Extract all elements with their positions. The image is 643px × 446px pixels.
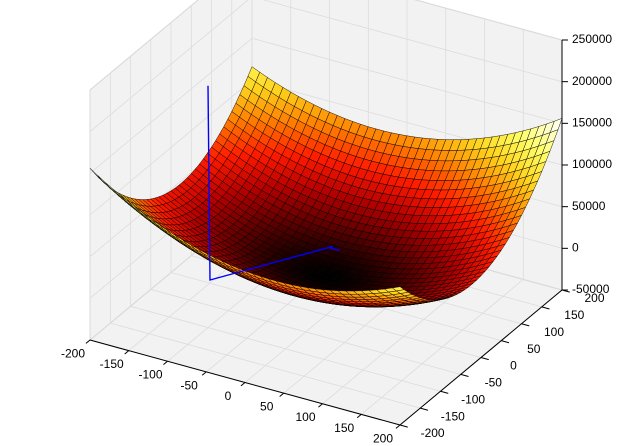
x-tick-mark xyxy=(240,382,246,387)
x-tick-label: -150 xyxy=(100,357,124,371)
y-tick-label: 100 xyxy=(544,325,564,339)
z-tick-label: -50000 xyxy=(572,282,610,296)
x-tick-label: 150 xyxy=(334,421,354,435)
z-tick-label: 250000 xyxy=(572,32,612,46)
y-tick-label: 50 xyxy=(527,342,541,356)
y-tick-label: -200 xyxy=(421,426,445,440)
y-tick-mark xyxy=(440,390,449,394)
y-tick-mark xyxy=(521,323,530,327)
descent-path-line xyxy=(207,85,340,281)
y-tick-mark xyxy=(460,373,469,377)
x-tick-mark xyxy=(163,360,168,366)
y-tick-label: -100 xyxy=(461,392,485,406)
z-tick-label: 200000 xyxy=(572,74,612,88)
y-tick-label: 0 xyxy=(510,359,517,373)
x-tick-label: -200 xyxy=(61,346,85,360)
z-tick-label: 50000 xyxy=(572,199,606,213)
x-tick-mark xyxy=(395,424,401,429)
surface-facet xyxy=(391,286,405,292)
x-tick-mark xyxy=(201,371,207,376)
axis-lines xyxy=(85,39,570,429)
y-tick-mark xyxy=(501,340,510,344)
y-tick-mark xyxy=(420,407,429,411)
y-tick-mark xyxy=(541,306,550,310)
x-tick-mark xyxy=(85,339,91,344)
y-tick-mark xyxy=(480,357,489,361)
x-tick-label: 200 xyxy=(373,431,393,445)
z-grid-line xyxy=(89,37,563,174)
x-tick-label: 0 xyxy=(225,389,232,403)
y-tick-label: 200 xyxy=(584,291,604,305)
x-tick-label: -50 xyxy=(181,378,199,392)
z-grid-line xyxy=(89,0,563,133)
x-tick-label: 100 xyxy=(295,410,315,424)
x-tick-label: 50 xyxy=(260,399,274,413)
x-tick-label: -100 xyxy=(138,368,162,382)
surface-mesh xyxy=(89,66,563,308)
x-tick-mark xyxy=(279,392,285,397)
y-tick-label: -50 xyxy=(485,375,503,389)
y-tick-label: -150 xyxy=(441,409,465,423)
y-tick-label: 150 xyxy=(564,308,584,322)
x-tick-mark xyxy=(124,350,130,355)
x-tick-mark xyxy=(318,403,323,408)
x-tick-mark xyxy=(356,413,362,419)
z-tick-label: 100000 xyxy=(572,157,612,171)
y-tick-mark xyxy=(399,424,408,428)
z-tick-label: 150000 xyxy=(572,115,612,129)
z-tick-label: 0 xyxy=(572,240,579,254)
z-grid-line xyxy=(89,0,563,91)
descent-path xyxy=(207,85,340,281)
